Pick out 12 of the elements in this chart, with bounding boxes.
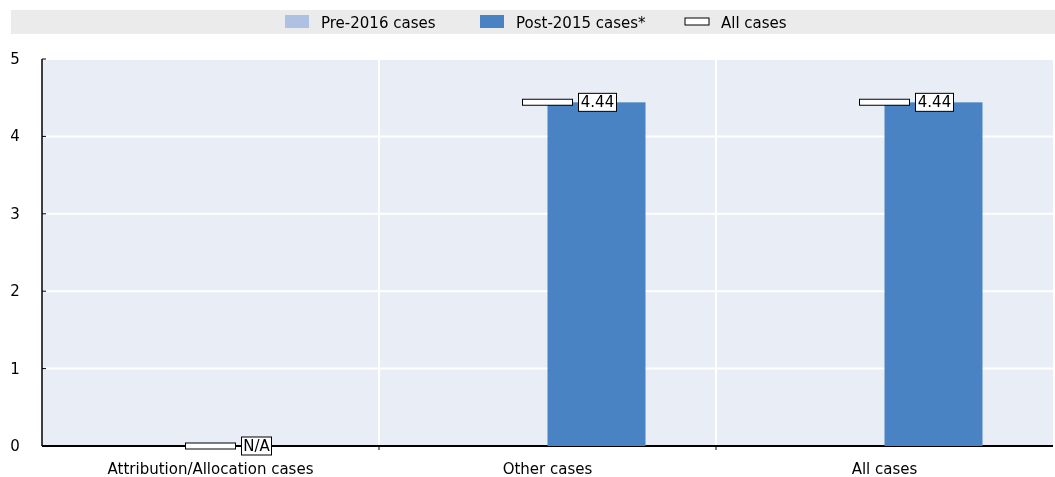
y-tick-label: 3: [10, 204, 20, 223]
y-tick-label: 1: [10, 359, 20, 378]
legend-label: Post-2015 cases*: [516, 14, 647, 32]
y-tick-label: 4: [10, 127, 20, 146]
y-tick-label: 0: [10, 437, 20, 455]
legend-label: All cases: [721, 14, 787, 32]
legend-label: Pre-2016 cases: [321, 14, 436, 32]
x-tick-label: Attribution/Allocation cases: [107, 460, 314, 477]
x-tick-label: Other cases: [502, 460, 593, 477]
x-tick-label: All cases: [851, 460, 918, 477]
y-tick-label: 5: [10, 50, 20, 68]
y-tick-label: 2: [10, 282, 20, 301]
